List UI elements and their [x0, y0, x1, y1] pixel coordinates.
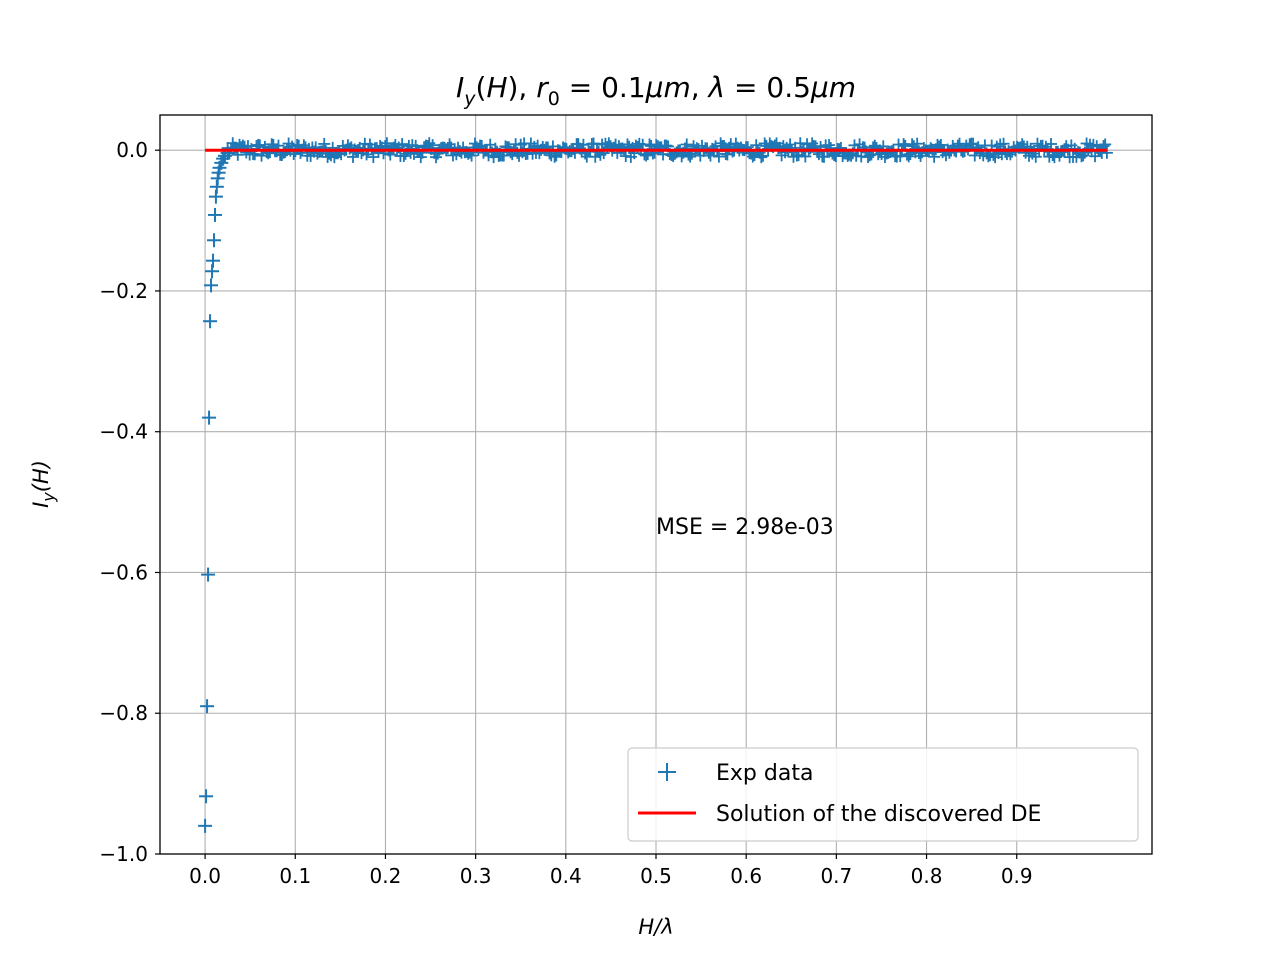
exp-data-point — [684, 150, 697, 163]
axis-ticks: 0.0 0.1 0.2 0.3 0.4 0.5 0.6 0.7 0.8 0.9 0.0 −0.2 −0.… — [99, 138, 1032, 888]
exp-data-point — [1016, 138, 1029, 151]
x-axis-label: H/λ — [638, 915, 673, 939]
exp-data-point — [204, 278, 219, 293]
x-tick-label: 0.4 — [550, 864, 582, 888]
y-axis-label: Iy(H) — [29, 460, 58, 508]
y-tick-label: −0.6 — [99, 560, 148, 584]
y-tick-label: −0.2 — [99, 279, 148, 303]
x-tick-label: 0.5 — [640, 864, 672, 888]
exp-data-point — [587, 137, 600, 150]
x-tick-label: 0.0 — [189, 864, 221, 888]
exp-data-point — [203, 314, 218, 329]
exp-data-point — [924, 142, 937, 155]
legend-box — [627, 747, 1139, 842]
x-tick-label: 0.7 — [820, 864, 852, 888]
exp-data-point — [367, 151, 380, 164]
exp-data-point — [953, 137, 966, 150]
exp-data-points — [198, 146, 235, 833]
exp-data-point — [380, 137, 393, 150]
exp-data-point — [911, 137, 924, 150]
x-tick-label: 0.8 — [911, 864, 943, 888]
exp-data-point — [997, 137, 1010, 150]
exp-data-point — [202, 410, 217, 425]
plot-area — [198, 137, 1113, 833]
x-tick-label: 0.9 — [1001, 864, 1033, 888]
exp-data-point — [396, 138, 409, 151]
y-tick-label: −0.4 — [99, 420, 148, 444]
exp-data-point — [347, 150, 360, 163]
exp-data-point — [902, 150, 915, 163]
exp-data-point — [1029, 150, 1042, 163]
exp-data-point — [198, 818, 213, 833]
exp-data-point — [200, 699, 215, 714]
exp-data-point — [416, 146, 429, 159]
exp-data-point — [755, 151, 768, 164]
legend-label-de-solution: Solution of the discovered DE — [716, 802, 1041, 827]
exp-data-point — [648, 146, 661, 159]
exp-data-point — [207, 233, 222, 248]
mse-annotation: MSE = 2.98e-03 — [656, 515, 834, 540]
exp-data-point — [1099, 138, 1112, 151]
x-tick-label: 0.2 — [370, 864, 402, 888]
y-tick-label: −1.0 — [99, 842, 148, 866]
exp-data-point — [680, 138, 693, 151]
exp-data-point — [489, 142, 502, 155]
x-tick-label: 0.6 — [730, 864, 762, 888]
x-tick-label: 0.3 — [460, 864, 492, 888]
x-tick-label: 0.1 — [279, 864, 311, 888]
exp-data-point — [220, 146, 235, 161]
legend-exp-marker — [658, 763, 676, 781]
exp-data-point — [201, 567, 216, 582]
y-tick-label: 0.0 — [116, 138, 148, 162]
y-tick-label: −0.8 — [99, 701, 148, 725]
exp-data-point — [199, 789, 214, 804]
exp-data-point — [548, 150, 561, 163]
chart-title: Iy(H), r0 = 0.1μm, λ = 0.5μm — [456, 71, 856, 110]
exp-data-point — [756, 149, 769, 162]
exp-data-point — [928, 150, 941, 163]
exp-data-point — [1045, 137, 1058, 150]
exp-data-point — [206, 253, 221, 268]
exp-data-point — [279, 145, 292, 158]
legend: Exp data Solution of the discovered DE — [627, 747, 1139, 842]
exp-data-point — [592, 145, 605, 158]
legend-label-exp-data: Exp data — [716, 761, 813, 786]
exp-data-point — [712, 150, 725, 163]
exp-data-point — [794, 137, 807, 150]
exp-data-point — [318, 137, 331, 150]
exp-data-point — [208, 207, 223, 222]
